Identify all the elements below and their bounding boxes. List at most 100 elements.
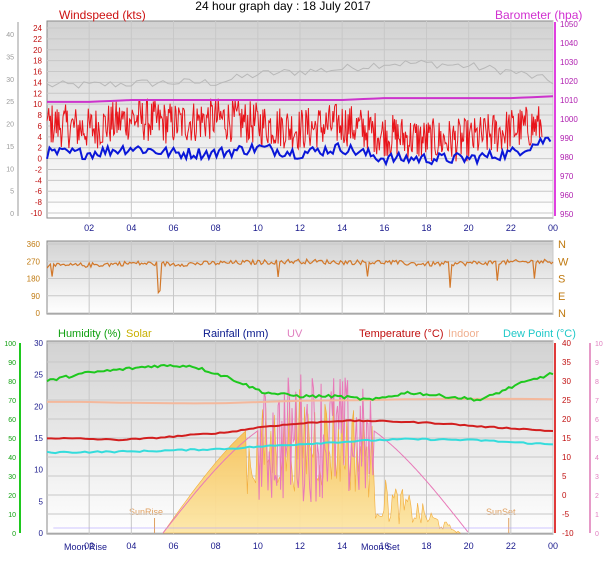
x-tick-label: 02	[84, 541, 94, 551]
x-tick-label: 18	[421, 541, 431, 551]
x-tick-label: 14	[337, 541, 347, 551]
wind-y-tick: 20	[33, 46, 42, 55]
x-tick-label: 00	[548, 223, 558, 233]
uv-y-tick: 0	[595, 531, 599, 538]
x-tick-label: 18	[421, 223, 431, 233]
dir-y-tick: 270	[27, 257, 41, 266]
x-tick-label: 06	[168, 223, 178, 233]
baro-y-tick: 1050	[560, 20, 578, 29]
temp-y-tick: 35	[562, 358, 571, 367]
x-tick-label: 04	[126, 223, 136, 233]
dir-compass-label: W	[558, 256, 569, 268]
x-tick-label: 02	[84, 223, 94, 233]
x-tick-label: 22	[506, 223, 516, 233]
wind-y-tick: 10	[33, 100, 42, 109]
barometer-line	[47, 95, 554, 103]
gust-y-tick: 25	[6, 99, 14, 106]
dew-point-line	[46, 437, 554, 455]
uv-y-tick: 5	[595, 436, 599, 443]
dir-compass-label: N	[558, 239, 566, 251]
dir-y-tick: 90	[31, 292, 40, 301]
temp-y-tick: 40	[562, 339, 571, 348]
humidity-y-tick: 100	[4, 341, 16, 348]
windspeed-line	[46, 97, 543, 162]
wind-y-tick: 4	[38, 133, 43, 142]
wind-y-tick: 14	[33, 78, 42, 87]
x-tick-label: 22	[506, 541, 516, 551]
gust-y-tick: 0	[10, 211, 14, 218]
wind-y-tick: 6	[38, 122, 43, 131]
wind-y-tick: 0	[38, 155, 43, 164]
baro-y-tick: 1030	[560, 58, 578, 67]
annotation-moon-set: Moon Set	[361, 542, 400, 552]
temp-y-tick: -5	[562, 510, 570, 519]
dir-compass-label: N	[558, 308, 566, 320]
temp-y-tick: 0	[562, 491, 567, 500]
x-tick-label: 10	[253, 223, 263, 233]
baro-y-tick: 980	[560, 153, 574, 162]
uv-y-tick: 3	[595, 474, 599, 481]
x-tick-label: 10	[253, 541, 263, 551]
rain-y-tick: 15	[34, 434, 43, 443]
x-tick-label: 16	[379, 541, 389, 551]
rain-y-tick: 30	[34, 339, 43, 348]
wind-y-tick: -4	[35, 176, 43, 185]
x-tick-label: 08	[211, 223, 221, 233]
temp-y-tick: 30	[562, 377, 571, 386]
wind-y-tick: -8	[35, 198, 43, 207]
annotation-sunset: SunSet	[486, 507, 516, 517]
baro-y-tick: 950	[560, 210, 574, 219]
rain-y-tick: 0	[39, 529, 44, 538]
humidity-y-tick: 70	[8, 398, 16, 405]
legend-dewpoint: Dew Point (°C)	[503, 328, 576, 340]
humidity-line	[46, 363, 554, 402]
legend-uv: UV	[287, 328, 303, 340]
page-title: 24 hour graph day : 18 July 2017	[195, 0, 371, 13]
wind-y-tick: 8	[38, 111, 43, 120]
humidity-y-tick: 90	[8, 360, 16, 367]
uv-y-tick: 7	[595, 398, 599, 405]
uv-y-tick: 9	[595, 360, 599, 367]
x-tick-label: 20	[464, 223, 474, 233]
uv-y-tick: 4	[595, 455, 599, 462]
dir-y-tick: 180	[27, 275, 41, 284]
rain-y-tick: 20	[34, 402, 43, 411]
gust-y-tick: 15	[6, 144, 14, 151]
annotation-moon-rise: Moon Rise	[64, 542, 107, 552]
legend: Humidity (%) Solar Rainfall (mm) UV Temp…	[58, 328, 576, 340]
wind-y-tick: -6	[35, 187, 43, 196]
humidity-y-tick: 40	[8, 455, 16, 462]
wind-y-tick: -2	[35, 165, 43, 174]
gust-y-tick: 20	[6, 122, 14, 129]
wind-y-tick: -10	[30, 209, 42, 218]
baro-y-tick: 1010	[560, 96, 578, 105]
dir-y-tick: 0	[36, 309, 41, 318]
temp-y-tick: 20	[562, 415, 571, 424]
uv-y-tick: 6	[595, 417, 599, 424]
legend-indoor: Indoor	[448, 328, 480, 340]
rain-y-tick: 10	[34, 466, 43, 475]
dir-compass-label: S	[558, 274, 565, 286]
gust-y-tick: 5	[10, 189, 14, 196]
x-tick-label: 14	[337, 223, 347, 233]
uv-y-tick: 1	[595, 512, 599, 519]
baro-y-tick: 1020	[560, 77, 578, 86]
x-tick-label: 04	[126, 541, 136, 551]
humidity-y-tick: 10	[8, 512, 16, 519]
uv-y-tick: 8	[595, 379, 599, 386]
baro-y-tick: 990	[560, 134, 574, 143]
windspeed-label: Windspeed (kts)	[59, 8, 146, 22]
x-tick-label: 00	[548, 541, 558, 551]
uv-y-tick: 2	[595, 493, 599, 500]
barometer-label: Barometer (hpa)	[495, 8, 582, 22]
wind-average-line	[46, 136, 552, 167]
temperature-line	[47, 419, 554, 442]
x-tick-label: 08	[211, 541, 221, 551]
wind-y-tick: 12	[33, 89, 42, 98]
wind-y-tick: 2	[38, 144, 43, 153]
temp-y-tick: 15	[562, 434, 571, 443]
gust-y-tick: 35	[6, 54, 14, 61]
x-tick-label: 20	[464, 541, 474, 551]
